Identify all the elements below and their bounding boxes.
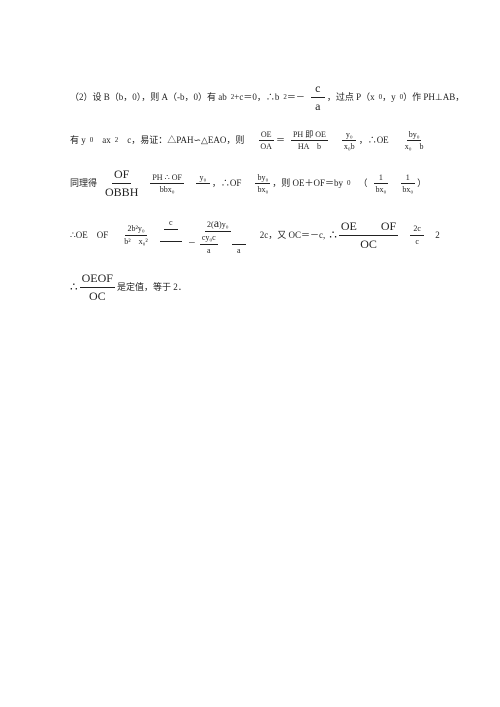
denom bbox=[168, 230, 174, 241]
numer: OEOF bbox=[80, 270, 115, 288]
therefore: ∴ bbox=[70, 279, 78, 296]
denom: a bbox=[235, 245, 243, 256]
fraction: OF OBBH bbox=[103, 166, 140, 201]
denom: OC bbox=[358, 236, 379, 253]
fraction: 1 bx₀ bbox=[400, 172, 415, 195]
numer bbox=[232, 232, 246, 244]
fraction: 2b²y₀ b² x₀² bbox=[122, 223, 150, 246]
numer: by₀ bbox=[407, 129, 422, 141]
denom: bx₀ bbox=[255, 184, 270, 195]
fraction: OEOF OC bbox=[80, 270, 115, 305]
fraction: OE OF OC bbox=[339, 218, 398, 253]
inner-frac: a bbox=[232, 232, 246, 255]
numer: OE OF bbox=[339, 218, 398, 236]
fraction: c a bbox=[311, 80, 325, 115]
numer: 2(a)y₀ bbox=[205, 215, 230, 233]
fraction: 2(a)y₀ － cy₀c a a bbox=[186, 215, 250, 256]
numer: c bbox=[160, 217, 182, 241]
denom: bx₀ bbox=[400, 184, 415, 195]
text: 2 bbox=[426, 229, 440, 242]
math-page: （2）设 B（b，0），则 A（-b，0）有 ab2 +c＝0，∴b2 ＝－ c… bbox=[0, 0, 500, 338]
line-3: 同理得 OF OBBH PH ∴ OF bbx₀ y₀ ，∴OF by₀ bx₀… bbox=[70, 166, 460, 201]
fraction: OE OA bbox=[258, 129, 274, 152]
denom: OBBH bbox=[103, 184, 140, 201]
denom: bbx₀ bbox=[158, 184, 177, 195]
numer: by₀ bbox=[255, 172, 270, 184]
paren: ） bbox=[417, 177, 426, 190]
line-1: （2）设 B（b，0），则 A（-b，0）有 ab2 +c＝0，∴b2 ＝－ c… bbox=[70, 80, 460, 115]
fraction: y₀ bbox=[196, 172, 210, 195]
denom: HA b bbox=[296, 141, 323, 152]
text: ）作 PH⊥AB， bbox=[403, 91, 464, 104]
denom: － cy₀c a a bbox=[186, 232, 250, 255]
fraction: PH 即 OE HA b bbox=[291, 129, 328, 152]
inner-frac: cy₀c a bbox=[200, 232, 218, 255]
fraction: y₀ x₀b bbox=[342, 129, 357, 152]
numer: 2c bbox=[410, 223, 424, 235]
text: ＝－ bbox=[287, 91, 305, 104]
fraction: 2c c bbox=[410, 223, 424, 246]
text: ∴OE OF bbox=[70, 229, 108, 242]
denom: OC bbox=[87, 288, 108, 305]
denom: OA bbox=[258, 141, 274, 152]
fraction: 1 bx₀ bbox=[374, 172, 389, 195]
denom: bx₀ bbox=[374, 184, 389, 195]
denom bbox=[200, 184, 206, 195]
denom bbox=[168, 242, 174, 253]
text: ，∴OF bbox=[212, 177, 242, 190]
text: ，过点 P（x bbox=[327, 91, 375, 104]
numer: c bbox=[311, 80, 325, 98]
text: （2）设 B（b，0），则 A（-b，0）有 ab bbox=[70, 91, 227, 104]
denom: x₀b bbox=[342, 141, 357, 152]
denom: x₀ b bbox=[403, 141, 426, 152]
line-5: ∴ OEOF OC 是定值，等于 2． bbox=[70, 270, 460, 305]
text: ax bbox=[93, 134, 111, 147]
denom: a bbox=[313, 98, 322, 115]
therefore: ∴ bbox=[329, 227, 337, 244]
denom: b² x₀² bbox=[122, 236, 150, 247]
numer: 2b²y₀ bbox=[125, 223, 146, 235]
numer: 1 bbox=[401, 172, 415, 184]
fraction-nested: c bbox=[160, 217, 182, 253]
line-4: ∴OE OF 2b²y₀ b² x₀² c 2(a)y₀ － cy₀c a bbox=[70, 215, 460, 256]
numer: 1 bbox=[374, 172, 388, 184]
numer: y₀ bbox=[196, 172, 210, 184]
numer: OE bbox=[259, 129, 274, 141]
numer: PH ∴ OF bbox=[150, 172, 184, 184]
fraction: by₀ bx₀ bbox=[255, 172, 270, 195]
fraction: PH ∴ OF bbx₀ bbox=[150, 172, 184, 195]
numer: cy₀c bbox=[200, 232, 218, 244]
numer: OF bbox=[112, 166, 131, 184]
text: 有 y bbox=[70, 134, 86, 147]
line-2: 有 y0 ax2 c，易证：△PAH∽△EAO，则 OE OA ＝ PH 即 O… bbox=[70, 129, 460, 152]
numer: PH 即 OE bbox=[291, 129, 328, 141]
text: 2c，又 OC＝－c, bbox=[260, 229, 326, 242]
numer: c bbox=[164, 217, 178, 229]
inner-frac: c bbox=[164, 217, 178, 240]
denom: c bbox=[413, 236, 421, 247]
denom: a bbox=[205, 245, 213, 256]
fraction: by₀ x₀ b bbox=[403, 129, 426, 152]
eq: ＝ bbox=[276, 134, 285, 147]
paren: （ bbox=[359, 177, 368, 190]
text: ，则 OE＋OF＝by bbox=[272, 177, 343, 190]
text: ，y bbox=[382, 91, 396, 104]
text: +c＝0，∴b bbox=[234, 91, 279, 104]
text: c，易证：△PAH∽△EAO，则 bbox=[118, 134, 244, 147]
text: 是定值，等于 2． bbox=[117, 281, 187, 294]
text: ，∴OE bbox=[359, 134, 389, 147]
numer: y₀ bbox=[342, 129, 356, 141]
text: 同理得 bbox=[70, 177, 97, 190]
